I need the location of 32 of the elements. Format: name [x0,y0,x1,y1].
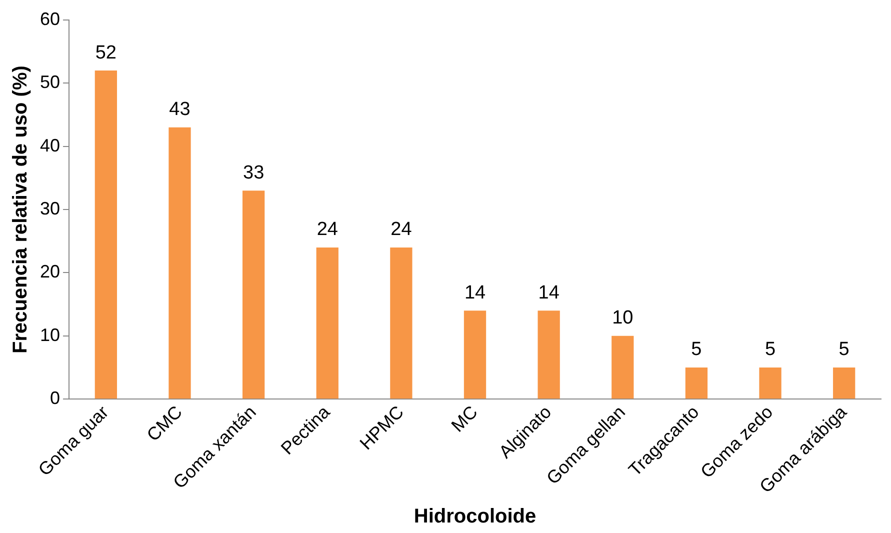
bar [316,247,338,399]
bar [759,367,782,399]
y-tick-label: 50 [40,72,60,92]
bar [612,336,634,399]
bar [685,367,708,399]
data-label: 5 [764,339,776,360]
data-label: 14 [538,282,560,304]
bar [390,247,412,399]
data-label: 14 [464,282,486,304]
data-label: 43 [169,99,190,120]
y-axis-title: Frecuencia relativa de uso (%) [10,66,32,354]
y-tick-label: 60 [40,8,60,29]
bar [168,127,191,399]
bar [94,70,117,399]
data-label: 5 [838,339,850,360]
data-label: 52 [95,42,116,64]
bar [464,310,486,399]
data-label: 24 [316,219,338,240]
bar [538,310,560,399]
data-label: 5 [691,339,702,360]
data-label: 24 [390,219,412,240]
bar [833,367,856,399]
y-tick-label: 30 [40,198,60,219]
y-tick-label: 10 [40,324,60,345]
x-axis-title: Hidrocoloide [414,506,536,528]
bar [242,190,265,399]
data-label: 10 [612,308,634,329]
x-tick-label: MC [447,402,482,436]
data-label: 33 [242,162,264,184]
y-tick-label: 0 [50,388,60,408]
y-tick-label: 40 [40,135,60,156]
y-tick-label: 20 [40,262,60,282]
